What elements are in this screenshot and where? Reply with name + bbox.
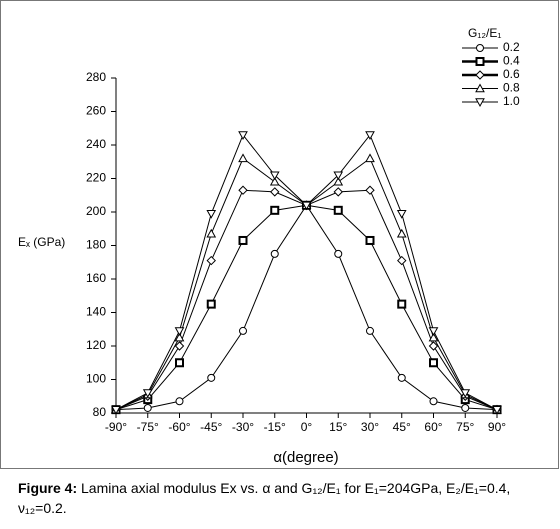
marker	[270, 205, 280, 215]
x-tick-label: 0°	[301, 420, 313, 434]
legend-marker	[475, 70, 485, 80]
y-tick-label: 80	[93, 405, 107, 419]
x-tick-label: 75°	[456, 420, 474, 434]
legend-marker	[475, 57, 485, 66]
marker	[396, 209, 407, 219]
marker	[206, 209, 217, 219]
x-tick-label: -90°	[105, 420, 127, 434]
legend-label: 0.4	[503, 54, 520, 68]
marker	[397, 299, 407, 309]
marker	[238, 185, 248, 195]
legend-label: 0.8	[503, 81, 520, 95]
series-line	[115, 157, 498, 411]
x-tick-label: 60°	[424, 420, 442, 434]
x-tick-label: -45°	[200, 420, 222, 434]
legend-marker	[476, 44, 484, 52]
y-tick-label: 120	[86, 338, 106, 352]
legend-label: 1.0	[503, 94, 520, 108]
marker	[333, 205, 343, 215]
marker	[238, 235, 248, 245]
marker	[175, 397, 184, 406]
marker	[333, 171, 344, 181]
marker	[333, 176, 344, 186]
marker	[428, 332, 439, 342]
marker	[460, 389, 471, 398]
marker	[492, 405, 502, 415]
marker	[429, 358, 438, 368]
marker	[396, 228, 407, 238]
caption-label: Figure 4:	[18, 480, 78, 496]
y-tick-label: 220	[86, 171, 106, 185]
marker	[333, 187, 343, 197]
marker	[429, 397, 438, 406]
marker	[428, 327, 439, 336]
marker	[365, 235, 375, 245]
x-tick-label: -30°	[232, 420, 254, 434]
frame	[0, 0, 559, 469]
marker	[461, 403, 470, 412]
y-tick-label: 140	[86, 305, 106, 319]
series-line	[115, 204, 498, 411]
x-tick-label: 15°	[329, 420, 347, 434]
x-tick-label: 30°	[361, 420, 379, 434]
caption: Figure 4: Lamina axial modulus Ex vs. α …	[18, 478, 538, 518]
legend-label: 0.2	[503, 40, 520, 54]
marker	[206, 228, 217, 238]
marker	[365, 131, 375, 140]
x-tick-label: -15°	[264, 420, 286, 434]
y-tick-label: 200	[86, 204, 106, 218]
marker	[270, 249, 279, 258]
marker	[174, 332, 185, 342]
x-tick-label: -60°	[168, 420, 190, 434]
marker	[365, 185, 375, 195]
marker	[270, 187, 280, 197]
marker	[397, 373, 406, 382]
marker	[239, 326, 247, 335]
marker	[174, 341, 185, 351]
marker	[365, 153, 375, 163]
marker	[206, 255, 216, 266]
marker	[175, 358, 184, 368]
legend-label: 0.6	[503, 67, 520, 81]
y-tick-label: 180	[86, 238, 106, 252]
x-tick-label: 90°	[488, 420, 506, 434]
marker	[174, 327, 185, 336]
marker	[206, 299, 216, 309]
x-tick-label: 45°	[393, 420, 411, 434]
marker	[269, 176, 280, 186]
y-tick-label: 240	[86, 137, 106, 151]
legend-marker	[475, 98, 485, 108]
y-tick-label: 260	[86, 104, 106, 118]
marker	[397, 255, 407, 266]
marker	[238, 153, 248, 163]
series-line	[115, 189, 498, 411]
x-axis-label: α(degree)	[273, 449, 338, 466]
marker	[207, 373, 216, 382]
caption-text: Lamina axial modulus Ex vs. α and G₁₂/E₁…	[18, 480, 511, 516]
marker	[142, 389, 153, 398]
y-axis-label: Eₓ (GPa)	[18, 235, 65, 249]
marker	[143, 403, 152, 412]
x-tick-label: -75°	[137, 420, 159, 434]
y-tick-label: 100	[86, 372, 106, 386]
series-line	[115, 133, 498, 411]
marker	[334, 249, 343, 258]
y-tick-label: 160	[86, 271, 106, 285]
marker	[238, 131, 248, 140]
legend-title: G₁₂/E₁	[468, 26, 501, 40]
y-tick-label: 280	[86, 70, 106, 84]
marker	[269, 171, 280, 181]
chart: Eₓ (GPa) α(degree) G₁₂/E₁ 80 100 120 140 160…	[0, 0, 559, 469]
legend-marker	[475, 83, 485, 93]
marker	[301, 201, 312, 211]
marker	[111, 405, 121, 415]
marker	[428, 341, 439, 351]
series-line	[115, 204, 498, 411]
marker	[366, 326, 374, 335]
